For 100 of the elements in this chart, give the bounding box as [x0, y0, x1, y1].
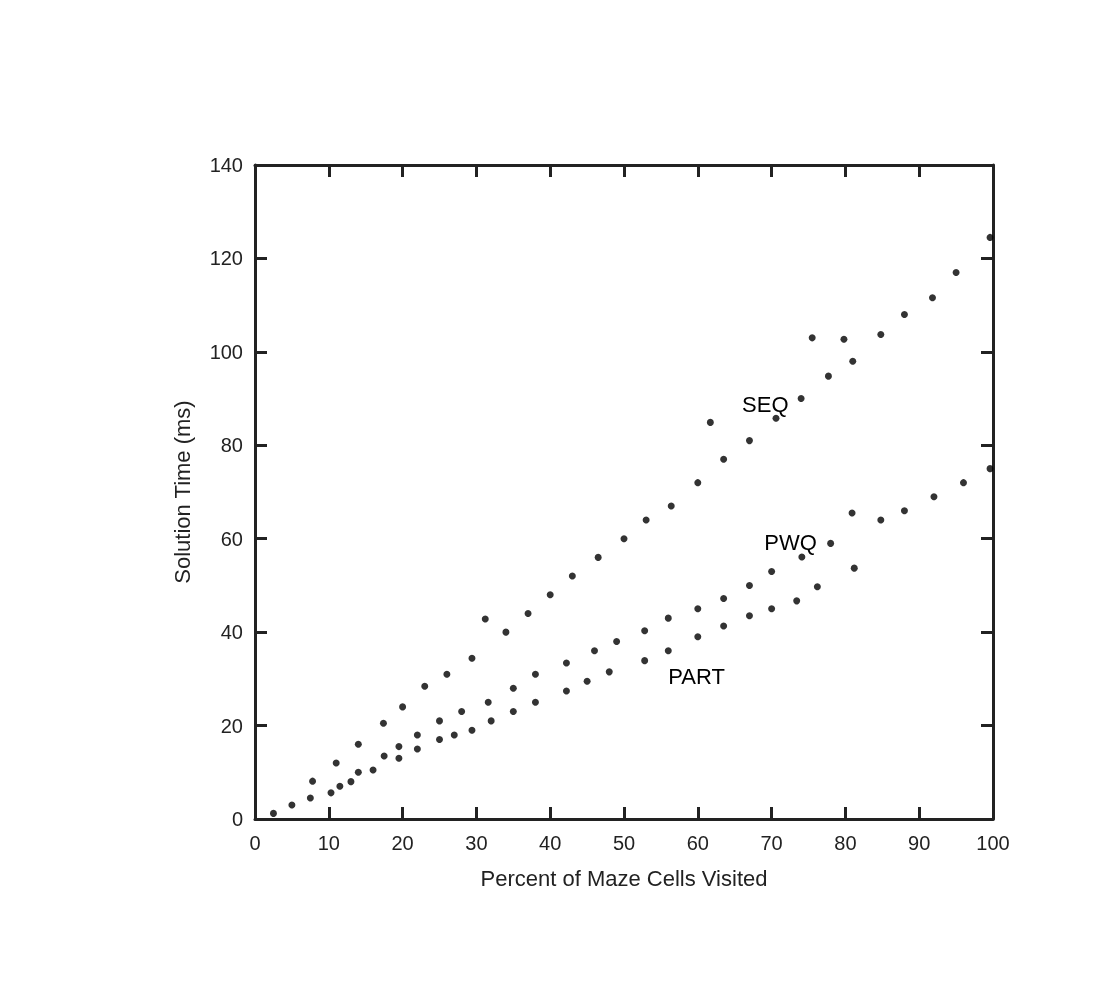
- point: [620, 535, 628, 543]
- point: [613, 637, 621, 645]
- y-tick-label: 0: [231, 808, 243, 830]
- point: [413, 731, 421, 739]
- point: [354, 768, 362, 776]
- series-label: PWQ: [764, 529, 817, 555]
- point: [594, 553, 602, 561]
- point: [808, 334, 816, 342]
- point: [562, 659, 570, 667]
- point: [797, 395, 805, 403]
- point: [745, 581, 753, 589]
- point: [694, 479, 702, 487]
- point: [793, 597, 801, 605]
- point: [641, 657, 649, 665]
- y-tick-label: 80: [220, 434, 243, 457]
- point: [484, 698, 492, 706]
- x-tick-label: 10: [317, 832, 340, 854]
- point: [458, 708, 466, 716]
- point: [395, 754, 403, 762]
- point: [900, 310, 908, 318]
- point: [380, 752, 388, 760]
- point: [546, 591, 554, 599]
- point: [487, 717, 495, 725]
- point: [664, 647, 672, 655]
- x-tick-label: 60: [686, 832, 709, 854]
- point: [930, 493, 938, 501]
- point: [768, 567, 776, 575]
- point: [306, 794, 314, 802]
- point: [531, 670, 539, 678]
- point: [309, 777, 317, 785]
- point: [849, 357, 857, 365]
- point: [379, 719, 387, 727]
- point: [877, 331, 885, 339]
- y-tick-label: 40: [220, 621, 243, 644]
- y-axis-title: Solution Time (ms): [169, 400, 195, 584]
- point: [986, 233, 994, 241]
- x-tick-label: 50: [612, 832, 636, 854]
- point: [502, 628, 510, 636]
- x-tick-label: 0: [249, 832, 261, 854]
- y-tick-label: 140: [209, 154, 243, 176]
- point: [694, 633, 702, 641]
- series-label: PART: [668, 663, 725, 689]
- point: [694, 605, 702, 613]
- point: [395, 743, 403, 751]
- point: [269, 809, 277, 817]
- point: [443, 670, 451, 678]
- point: [706, 418, 714, 426]
- x-tick-label: 100: [976, 832, 1010, 854]
- point: [336, 782, 344, 790]
- point: [959, 479, 967, 487]
- y-tick-label: 120: [209, 247, 243, 270]
- point: [900, 507, 908, 515]
- point: [568, 572, 576, 580]
- point: [840, 335, 848, 343]
- point: [436, 717, 443, 725]
- y-tick-label: 20: [220, 714, 243, 737]
- point: [745, 437, 753, 445]
- point: [413, 745, 421, 753]
- x-tick-label: 20: [391, 832, 414, 854]
- x-axis-title: Percent of Maze Cells Visited: [480, 865, 768, 891]
- y-tick-label: 60: [220, 527, 243, 550]
- point: [562, 687, 570, 695]
- point: [824, 372, 832, 380]
- point: [928, 294, 936, 302]
- point: [986, 465, 994, 473]
- point: [641, 627, 649, 635]
- point: [952, 268, 960, 276]
- point: [354, 740, 362, 748]
- point: [720, 622, 728, 630]
- point: [590, 647, 598, 655]
- point: [481, 615, 489, 623]
- point: [827, 539, 835, 547]
- point: [720, 455, 728, 463]
- point: [850, 564, 858, 572]
- x-tick-label: 70: [760, 832, 783, 854]
- point: [468, 654, 476, 662]
- point: [745, 612, 753, 620]
- y-tick-label: 100: [209, 340, 243, 363]
- point: [436, 736, 443, 744]
- point: [768, 605, 776, 613]
- point: [813, 583, 821, 591]
- point: [720, 595, 728, 603]
- point: [347, 778, 355, 786]
- point: [583, 677, 591, 685]
- x-tick-label: 80: [834, 832, 857, 854]
- x-tick-label: 90: [908, 832, 931, 854]
- point: [421, 682, 429, 690]
- point: [605, 668, 613, 676]
- point: [399, 703, 407, 711]
- point: [664, 614, 672, 622]
- point: [332, 759, 340, 767]
- x-tick-label: 30: [465, 832, 488, 854]
- point: [509, 708, 517, 716]
- point: [877, 516, 885, 524]
- point: [531, 698, 539, 706]
- point: [524, 609, 532, 617]
- point: [468, 726, 476, 734]
- series-label: SEQ: [742, 392, 789, 418]
- point: [509, 684, 517, 692]
- point: [667, 502, 675, 510]
